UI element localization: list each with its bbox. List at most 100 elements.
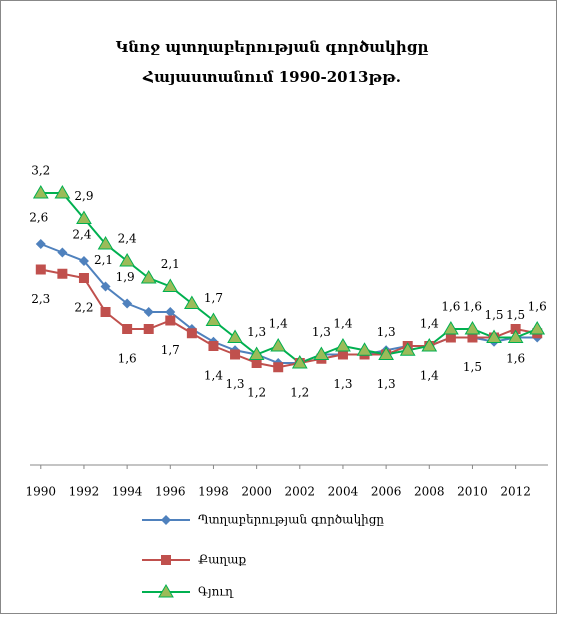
point [208, 341, 219, 351]
data-label: 3,2 [31, 164, 50, 178]
point [337, 349, 348, 360]
data-label: 1,4 [420, 369, 439, 383]
point [162, 278, 179, 292]
point [165, 307, 176, 317]
point [273, 362, 284, 373]
point [529, 321, 546, 335]
data-label: 1,6 [528, 300, 547, 314]
point [184, 295, 200, 309]
data-label: 1,3 [312, 325, 331, 339]
x-tick-label: 2000 [241, 485, 272, 499]
point [57, 247, 68, 258]
legend-label: Պտղաբերության գործակիցը [198, 513, 384, 527]
data-label: 1,2 [247, 386, 266, 400]
point [32, 185, 49, 199]
point [486, 329, 502, 343]
point [78, 273, 89, 283]
point [467, 332, 478, 343]
legend-marker [161, 555, 171, 565]
data-label: 1,4 [333, 317, 352, 331]
point [100, 307, 111, 317]
point [205, 312, 222, 326]
data-label: 2,4 [72, 228, 91, 242]
x-tick-label: 2008 [414, 485, 445, 499]
point [227, 329, 243, 343]
point [57, 268, 68, 279]
x-tick-label: 1994 [112, 485, 143, 499]
point [165, 315, 176, 326]
x-tick-label: 1998 [198, 485, 229, 499]
x-tick-label: 2012 [500, 485, 531, 499]
point [97, 236, 114, 250]
data-label: 1,4 [269, 317, 288, 331]
point [100, 281, 111, 292]
data-label: 2,1 [161, 257, 180, 271]
data-label: 1,5 [506, 308, 525, 322]
data-label: 1,6 [463, 300, 482, 314]
data-label: 1,2 [290, 386, 309, 400]
data-label: 1,7 [161, 343, 180, 357]
point [122, 324, 133, 334]
data-label: 1,6 [441, 300, 460, 314]
point [291, 355, 308, 369]
x-tick-label: 2004 [328, 485, 359, 499]
data-label: 1,5 [463, 360, 482, 374]
point [445, 332, 456, 343]
point [507, 329, 524, 343]
data-label: 2,1 [94, 253, 113, 267]
data-label: 2,6 [29, 211, 48, 225]
data-label: 1,5 [484, 308, 503, 322]
point [140, 270, 157, 284]
point [421, 338, 438, 352]
point [119, 253, 135, 267]
point [122, 298, 133, 309]
point [313, 346, 330, 360]
data-label: 2,4 [118, 232, 137, 246]
point [335, 338, 351, 352]
legend-label: Գյուղ [198, 585, 234, 599]
data-label: 2,3 [31, 292, 50, 306]
x-tick-label: 1996 [155, 485, 186, 499]
data-label: 2,9 [74, 189, 93, 203]
point [251, 358, 262, 368]
data-label: 1,9 [116, 270, 135, 284]
data-label: 1,6 [118, 352, 137, 366]
data-label: 2,2 [74, 301, 93, 315]
data-label: 1,7 [204, 291, 223, 305]
x-tick-label: 2006 [371, 485, 402, 499]
x-tick-label: 2010 [457, 485, 488, 499]
point [399, 342, 416, 356]
point [143, 307, 154, 317]
point [54, 185, 71, 199]
legend-label: Քաղաք [198, 553, 247, 567]
legend-marker [161, 515, 171, 525]
chart-title: Կնոջ պտղաբերության գործակիցը [116, 38, 429, 56]
data-label: 1,4 [420, 317, 439, 331]
data-label: 1,3 [247, 325, 266, 339]
data-label: 1,3 [333, 377, 352, 391]
point [356, 342, 373, 356]
data-label: 1,6 [506, 352, 525, 366]
data-label: 1,3 [377, 325, 396, 339]
x-tick-label: 2002 [285, 485, 316, 499]
point [248, 346, 265, 360]
point [186, 328, 197, 339]
point [230, 349, 241, 360]
data-label: 1,4 [204, 369, 223, 383]
data-label: 1,3 [225, 377, 244, 391]
point [378, 346, 394, 360]
chart-border [0, 0, 557, 614]
data-label: 1,3 [377, 377, 396, 391]
point [510, 324, 521, 334]
point [443, 321, 459, 335]
chart-title: Հայաստանում 1990-2013թթ. [142, 68, 401, 86]
point [270, 338, 287, 352]
point [35, 239, 46, 249]
point [35, 264, 46, 275]
x-tick-label: 1992 [69, 485, 100, 499]
point [143, 324, 154, 334]
point [76, 210, 92, 224]
legend-marker [158, 584, 174, 598]
x-tick-label: 1990 [26, 485, 57, 499]
